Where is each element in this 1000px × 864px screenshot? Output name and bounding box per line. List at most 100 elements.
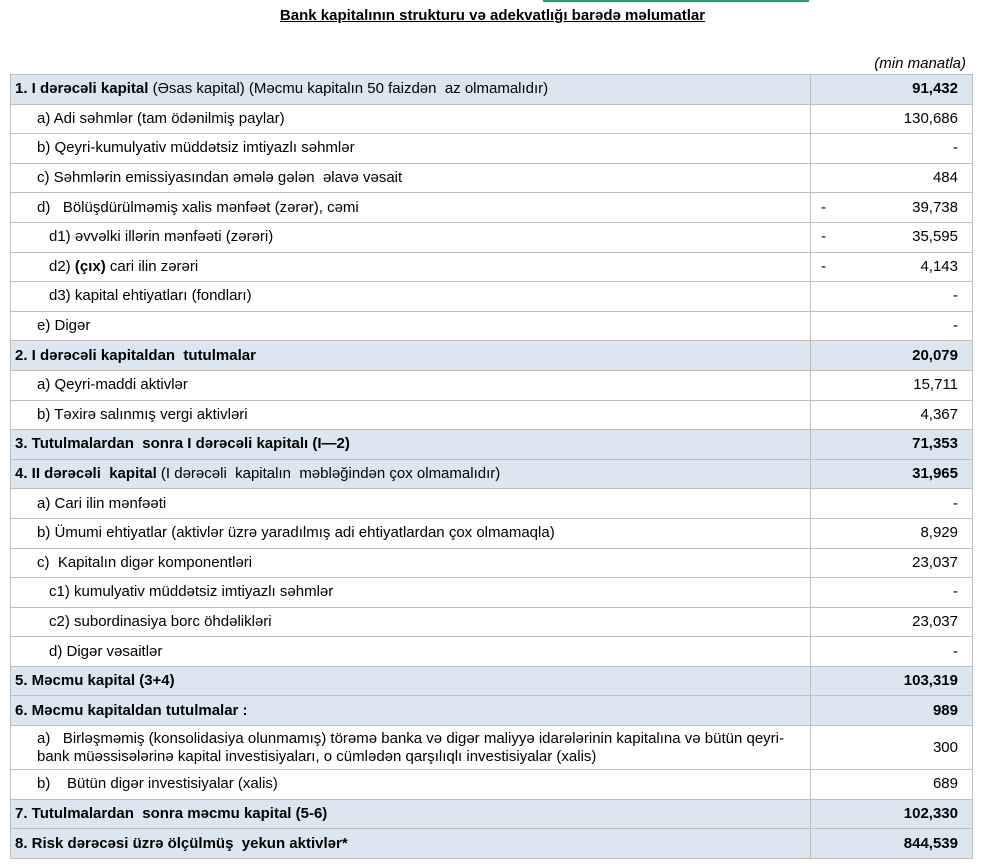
label-part: 2. I dərəcəli kapitaldan tutulmalar bbox=[15, 346, 256, 364]
value: 8,929 bbox=[920, 524, 958, 542]
sign-cell bbox=[810, 133, 851, 164]
title: Bank kapitalının strukturu və adekvatlığ… bbox=[279, 7, 706, 24]
row-label: 7. Tutulmalardan sonra məcmu kapital (5-… bbox=[10, 798, 811, 830]
label-part: a) Birləşməmiş (konsolidasiya olunmamış)… bbox=[37, 729, 784, 765]
value: 23,037 bbox=[912, 612, 958, 630]
total-row: 5. Məcmu kapital (3+4) 103,319 bbox=[10, 665, 973, 697]
sign-cell: - bbox=[810, 192, 851, 223]
label-part: 3. Tutulmalardan sonra I dərəcəli kapita… bbox=[15, 435, 350, 453]
row-label: d3) kapital ehtiyatları (fondları) bbox=[10, 281, 811, 312]
sign-cell bbox=[810, 725, 851, 771]
row-label: a) Birləşməmiş (konsolidasiya olunmamış)… bbox=[10, 725, 811, 771]
label-part: b) Bütün digər investisiyalar (xalis) bbox=[37, 775, 278, 793]
sign-cell bbox=[810, 369, 851, 401]
sign-cell bbox=[810, 828, 851, 859]
value-cell: 8,929 bbox=[850, 517, 973, 549]
row-label: d2) (çıx) cari ilin zərəri bbox=[10, 251, 811, 283]
total-row: 3. Tutulmalardan sonra I dərəcəli kapita… bbox=[10, 429, 973, 460]
row-label: c1) kumulyativ müddətsiz imtiyazlı səhml… bbox=[10, 577, 811, 608]
sign-cell bbox=[810, 488, 851, 519]
row: b) Bütün digər investisiyalar (xalis) 689 bbox=[10, 769, 973, 800]
value-cell: - bbox=[850, 488, 973, 519]
label-part: 6. Məcmu kapitaldan tutulmalar : bbox=[15, 701, 248, 719]
row: c1) kumulyativ müddətsiz imtiyazlı səhml… bbox=[10, 577, 973, 608]
value: - bbox=[953, 317, 958, 335]
label-part: d) Bölüşdürülməmiş xalis mənfəət (zərər)… bbox=[37, 198, 359, 216]
row: b) Qeyri-kumulyativ müddətsiz imtiyazlı … bbox=[10, 133, 973, 164]
label-part: (çıx) bbox=[74, 257, 106, 275]
value-cell: 4,143 bbox=[850, 251, 973, 283]
row-label: b) Qeyri-kumulyativ müddətsiz imtiyazlı … bbox=[10, 133, 811, 164]
row-label: 3. Tutulmalardan sonra I dərəcəli kapita… bbox=[10, 429, 811, 460]
total-row: 1. I dərəcəli kapital (Əsas kapital) (Mə… bbox=[10, 74, 973, 105]
label-part: 5. Məcmu kapital (3+4) bbox=[15, 672, 175, 690]
row: c) Səhmlərin emissiyasından əmələ gələn … bbox=[10, 162, 973, 194]
value-cell: 23,037 bbox=[850, 606, 973, 638]
value-cell: 300 bbox=[850, 725, 973, 771]
row-label: b) Ümumi ehtiyatlar (aktivlər üzrə yarad… bbox=[10, 517, 811, 549]
label-part: d) Digər vəsaitlər bbox=[49, 642, 163, 660]
value: 300 bbox=[932, 738, 958, 756]
total-row: 7. Tutulmalardan sonra məcmu kapital (5-… bbox=[10, 798, 973, 830]
value-cell: 4,367 bbox=[850, 399, 973, 431]
row: c) Kapitalın digər komponentləri 23,037 bbox=[10, 547, 973, 579]
value-cell: - bbox=[850, 133, 973, 164]
row-label: 4. II dərəcəli kapital (I dərəcəli kapit… bbox=[10, 458, 811, 490]
total-row: 6. Məcmu kapitaldan tutulmalar : 989 bbox=[10, 695, 973, 727]
row: a) Qeyri-maddi aktivlər 15,711 bbox=[10, 369, 973, 401]
value: 91,432 bbox=[912, 80, 958, 98]
value-cell: 39,738 bbox=[850, 192, 973, 223]
value: 31,965 bbox=[912, 465, 958, 483]
sign-cell bbox=[810, 769, 851, 800]
row: b) Ümumi ehtiyatlar (aktivlər üzrə yarad… bbox=[10, 517, 973, 549]
row-label: a) Cari ilin mənfəəti bbox=[10, 488, 811, 519]
sign: - bbox=[821, 228, 826, 246]
value-cell: 102,330 bbox=[850, 798, 973, 830]
sign-cell bbox=[810, 162, 851, 194]
label-part: d2) bbox=[49, 257, 75, 275]
sign-cell bbox=[810, 310, 851, 342]
row: d2) (çıx) cari ilin zərəri - 4,143 bbox=[10, 251, 973, 283]
value: 23,037 bbox=[912, 553, 958, 571]
label-part: 7. Tutulmalardan sonra məcmu kapital (5-… bbox=[15, 804, 328, 822]
sign-cell bbox=[810, 103, 851, 135]
value: 844,539 bbox=[903, 834, 958, 852]
value: 35,595 bbox=[912, 228, 958, 246]
sign-cell: - bbox=[810, 251, 851, 283]
value: - bbox=[953, 139, 958, 157]
row: e) Digər - bbox=[10, 310, 973, 342]
value-cell: 23,037 bbox=[850, 547, 973, 579]
row-label: 8. Risk dərəcəsi üzrə ölçülmüş yekun akt… bbox=[10, 828, 811, 859]
sign-cell bbox=[810, 340, 851, 371]
row: b) Təxirə salınmış vergi aktivləri 4,367 bbox=[10, 399, 973, 431]
value: 4,143 bbox=[920, 257, 958, 275]
sign-cell bbox=[810, 399, 851, 431]
row: c2) subordinasiya borc öhdəlikləri 23,037 bbox=[10, 606, 973, 638]
sign-cell bbox=[810, 665, 851, 697]
row-label: 2. I dərəcəli kapitaldan tutulmalar bbox=[10, 340, 811, 371]
value: - bbox=[953, 494, 958, 512]
label-part: e) Digər bbox=[37, 317, 91, 335]
value: 15,711 bbox=[913, 376, 958, 394]
label-part: (I dərəcəli kapitalın məbləğindən çox ol… bbox=[156, 465, 501, 483]
row-label: e) Digər bbox=[10, 310, 811, 342]
total-row: 2. I dərəcəli kapitaldan tutulmalar 20,07… bbox=[10, 340, 973, 371]
row-label: d) Digər vəsaitlər bbox=[10, 636, 811, 667]
sign-cell: - bbox=[810, 221, 851, 253]
sign-cell bbox=[810, 577, 851, 608]
sign-cell bbox=[810, 429, 851, 460]
row: a) Birləşməmiş (konsolidasiya olunmamış)… bbox=[10, 725, 973, 771]
sign-cell bbox=[810, 458, 851, 490]
value: 689 bbox=[932, 775, 958, 793]
label-part: c1) kumulyativ müddətsiz imtiyazlı səhml… bbox=[49, 583, 334, 601]
row-label: 6. Məcmu kapitaldan tutulmalar : bbox=[10, 695, 811, 727]
row-label: b) Bütün digər investisiyalar (xalis) bbox=[10, 769, 811, 800]
label-part: 8. Risk dərəcəsi üzrə ölçülmüş yekun akt… bbox=[15, 834, 348, 852]
label-part: a) Cari ilin mənfəəti bbox=[37, 494, 167, 512]
value-cell: 989 bbox=[850, 695, 973, 727]
value: 4,367 bbox=[920, 405, 958, 423]
total-row: 8. Risk dərəcəsi üzrə ölçülmüş yekun akt… bbox=[10, 828, 973, 859]
sign-cell bbox=[810, 517, 851, 549]
label-part: 4. II dərəcəli kapital bbox=[15, 465, 157, 483]
value-cell: 484 bbox=[850, 162, 973, 194]
